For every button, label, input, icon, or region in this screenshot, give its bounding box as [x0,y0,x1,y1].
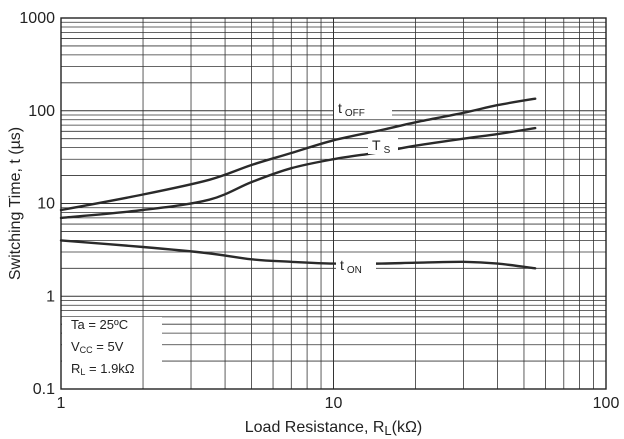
label-t-s-backing [368,137,398,154]
series-label-sub: S [384,145,391,156]
condition-main: R [71,361,80,376]
x-tick-label: 10 [325,395,343,412]
condition-text: Ta = 25ºC [71,317,128,332]
condition-tail: = 1.9kΩ [85,361,134,376]
curves [59,97,537,270]
x-tick-label: 1 [57,395,66,412]
condition-main: Ta = 25ºC [71,317,128,332]
series-label-main: t [340,257,344,273]
y-tick-label: 10 [37,196,55,213]
x-tick-label: 100 [593,395,620,412]
condition-text: VCC = 5V [71,339,124,355]
curve-t-off [59,97,537,212]
series-label-main: T [372,137,381,153]
plot-frame [60,17,607,390]
curve-t-s [59,126,537,220]
y-tick-label: 1000 [19,10,55,27]
condition-sub: L [80,367,85,377]
conditions-box: Ta = 25ºC VCC = 5V RL = 1.9kΩ [62,317,162,389]
series-label-sub: OFF [345,108,365,119]
y-tick-label: 1 [46,288,55,305]
series-label-sub: ON [347,265,362,276]
curve-t-on [59,239,537,270]
y-axis-title: Switching Time, t (µs) [7,127,24,280]
label-t-on-backing [336,257,376,274]
condition-text: RL = 1.9kΩ [71,361,135,377]
grid [61,18,606,389]
condition-main: V [71,339,80,354]
x-axis-title-sub: L [384,423,391,438]
y-tick-label: 0.1 [33,381,55,398]
x-axis-title: Load Resistance, RL(kΩ) [245,419,423,438]
x-axis-title-unit: (kΩ) [392,419,423,436]
condition-tail: = 5V [93,339,124,354]
label-t-off-backing [334,99,392,117]
series-label-main: t [338,100,342,116]
conditions-backing [62,317,162,388]
y-tick-label: 100 [28,103,55,120]
condition-sub: CC [80,345,93,355]
label-t-off: t OFF [338,100,365,119]
x-axis-title-main: Load Resistance, R [245,419,385,436]
label-t-on: t ON [340,257,362,276]
